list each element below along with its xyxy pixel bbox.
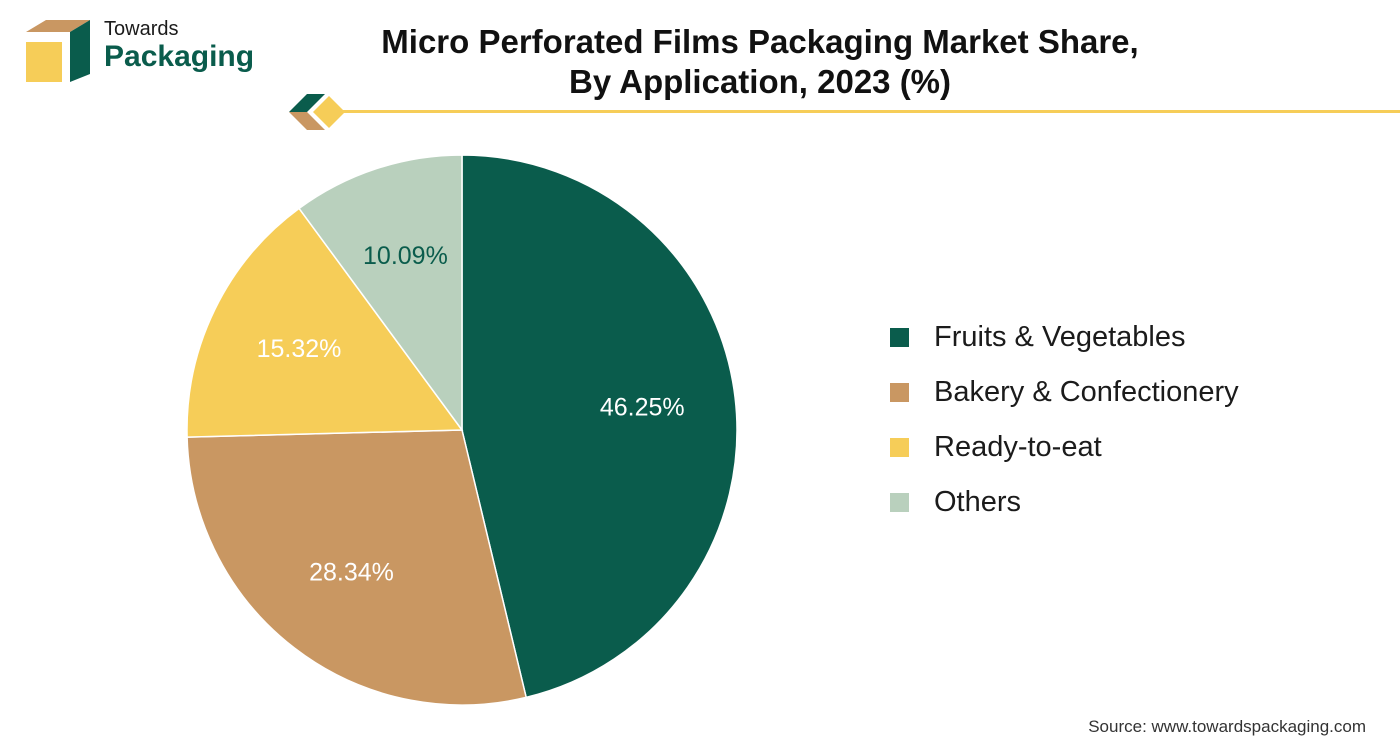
legend-swatch bbox=[890, 438, 909, 457]
pie-slice-3 bbox=[186, 207, 464, 438]
box-logo-icon bbox=[26, 20, 90, 82]
legend-swatch bbox=[890, 328, 909, 347]
chart-title: Micro Perforated Films Packaging Market … bbox=[380, 22, 1140, 102]
pie-slice-label-4: 10.09% bbox=[363, 242, 448, 270]
legend-swatch bbox=[890, 493, 909, 512]
chart-title-line2: By Application, 2023 (%) bbox=[568, 63, 952, 100]
pie-slice-2 bbox=[186, 429, 528, 706]
chart-legend: Fruits & Vegetables Bakery & Confectioner… bbox=[890, 310, 1310, 530]
legend-label: Bakery & Confectionery bbox=[934, 376, 1239, 408]
legend-label: Others bbox=[934, 486, 1022, 518]
divider-diamond-yellow-icon bbox=[313, 96, 345, 128]
legend-label: Fruits & Vegetables bbox=[934, 321, 1186, 353]
legend-swatch bbox=[890, 383, 909, 402]
pie-slice-label-3: 15.32% bbox=[257, 335, 342, 363]
legend-item-2: Bakery & Confectionery bbox=[890, 365, 1310, 420]
source-note: Source: www.towardspackaging.com bbox=[1088, 717, 1366, 736]
logo-text-towards: Towards bbox=[104, 18, 179, 40]
legend-item-4: Others bbox=[890, 475, 1310, 530]
pie-slice-label-1: 46.25% bbox=[600, 393, 685, 421]
title-divider bbox=[289, 94, 1400, 130]
pie-slice-1 bbox=[461, 154, 738, 699]
pie-slice-label-2: 28.34% bbox=[309, 559, 394, 587]
divider-line bbox=[343, 110, 1400, 113]
legend-label: Ready-to-eat bbox=[934, 431, 1102, 463]
chart-title-line1: Micro Perforated Films Packaging Market … bbox=[381, 23, 1139, 60]
brand-logo bbox=[26, 18, 286, 88]
divider-diamond-tan-icon bbox=[289, 112, 325, 130]
divider-diamond-dark-icon bbox=[289, 94, 325, 112]
pie-slice-4 bbox=[298, 154, 463, 433]
legend-item-3: Ready-to-eat bbox=[890, 420, 1310, 475]
logo-text-packaging: Packaging bbox=[104, 40, 255, 73]
legend-item-1: Fruits & Vegetables bbox=[890, 310, 1310, 365]
